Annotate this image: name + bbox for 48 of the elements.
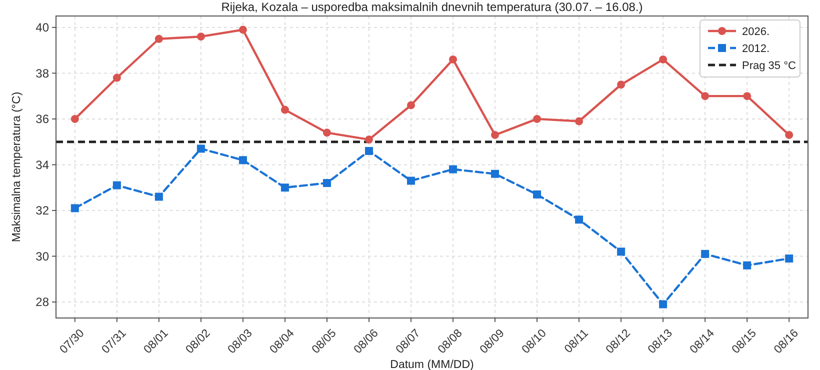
y-tick-label: 40 (36, 20, 50, 35)
legend-label: 2026. (742, 26, 770, 38)
point (533, 190, 542, 198)
point (280, 184, 289, 192)
point (364, 136, 373, 144)
point (112, 74, 121, 82)
point (322, 128, 331, 137)
point (196, 144, 205, 153)
y-axis-title: Maksimalna temperatura (°C) (11, 92, 23, 242)
point (112, 181, 121, 190)
point (617, 248, 626, 256)
point (406, 101, 415, 110)
point (196, 32, 205, 41)
point (238, 26, 247, 34)
point (70, 204, 79, 212)
point (743, 92, 752, 100)
legend-label: 2012. (742, 42, 770, 55)
point (575, 216, 584, 224)
point (701, 250, 710, 258)
point (154, 192, 163, 201)
point (154, 34, 163, 43)
point (322, 179, 331, 188)
y-tick-label: 36 (36, 112, 50, 126)
point (449, 55, 458, 64)
point (659, 55, 668, 64)
point (785, 254, 794, 263)
point (70, 114, 79, 123)
point (280, 106, 289, 114)
point (743, 261, 752, 270)
y-tick-label: 32 (36, 204, 50, 218)
point (575, 117, 584, 126)
point (491, 130, 500, 139)
point (785, 130, 794, 139)
y-tick-label: 28 (36, 295, 50, 310)
point (364, 146, 373, 155)
y-tick-label: 38 (36, 66, 50, 80)
point (701, 92, 710, 100)
legend-label: Prag 35 °C (742, 60, 796, 72)
y-tick-label: 34 (36, 158, 50, 172)
point (449, 165, 458, 174)
point (406, 176, 415, 185)
point (617, 80, 626, 89)
point (491, 170, 500, 178)
point (238, 156, 247, 164)
chart-title: Rijeka, Kozala – usporedba maksimalnih dnevnih temperatura (30.07. – 16.08.) (221, 0, 643, 14)
point (659, 300, 668, 308)
y-tick-label: 30 (36, 249, 50, 264)
point (533, 114, 542, 123)
